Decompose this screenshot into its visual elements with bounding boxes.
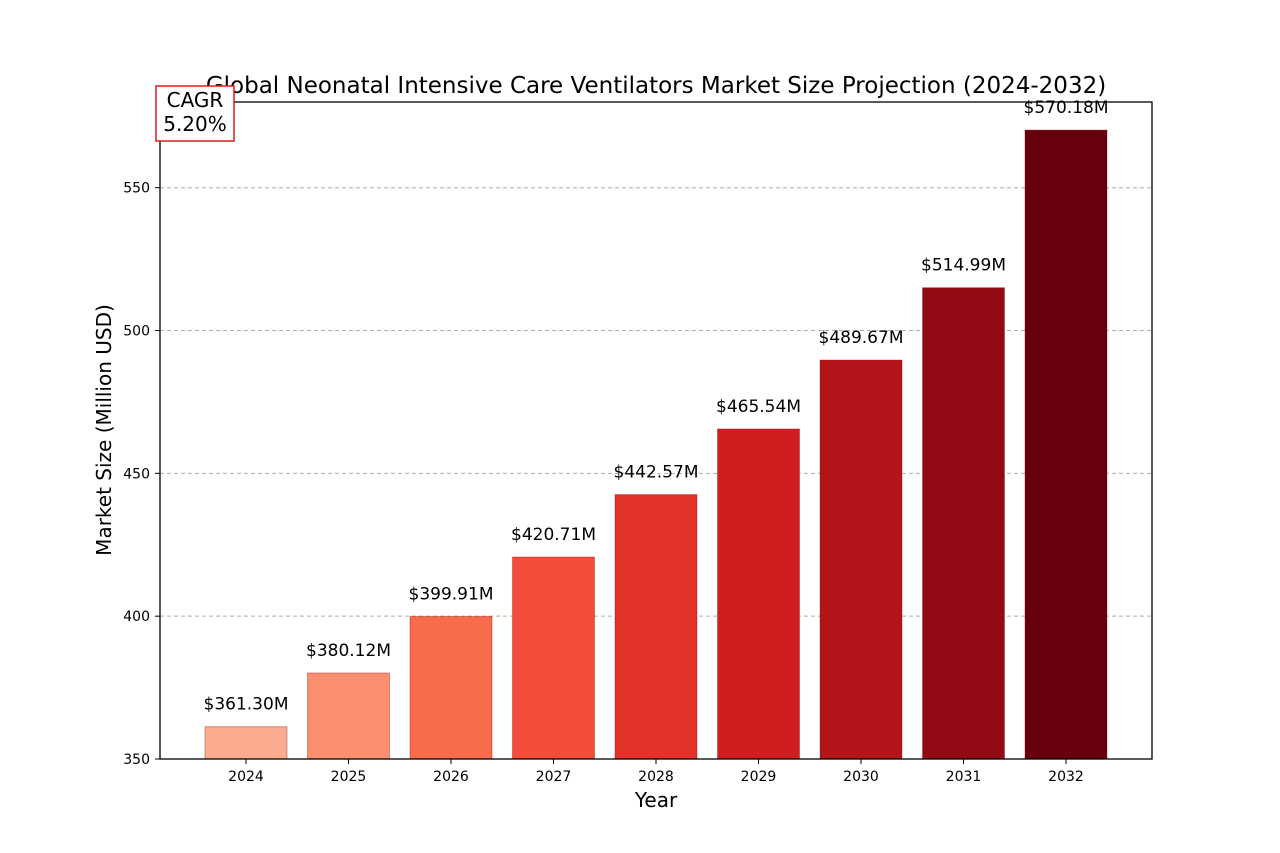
data-label: $489.67M — [819, 328, 904, 348]
data-label: $380.12M — [306, 641, 391, 661]
x-tick-label: 2026 — [433, 769, 469, 785]
x-tick-label: 2030 — [843, 769, 879, 785]
bar-2026 — [409, 615, 493, 760]
data-label: $442.57M — [614, 463, 699, 483]
data-labels: $361.30M $380.12M $399.91M $420.71M $442.57M… — [204, 98, 1109, 715]
bars — [204, 129, 1108, 760]
cagr-annotation: CAGR 5.20% — [155, 85, 235, 142]
chart-title: Global Neonatal Intensive Care Ventilato… — [206, 73, 1106, 99]
x-tick-label: 2027 — [536, 769, 572, 785]
bar-2025 — [307, 672, 390, 760]
cagr-box — [155, 85, 235, 142]
bar-2027 — [512, 556, 595, 760]
y-tick-label: 350 — [123, 752, 150, 768]
bar-2024 — [204, 726, 288, 760]
y-axis-title: Market Size (Million USD) — [92, 304, 116, 556]
x-tick-label: 2029 — [741, 769, 777, 785]
x-tick-label: 2024 — [228, 769, 264, 785]
y-tick-label: 400 — [123, 609, 150, 625]
x-tick-label: 2025 — [331, 769, 367, 785]
y-axis: 350 400 450 500 550 — [123, 181, 160, 768]
bar-2031 — [922, 287, 1005, 760]
data-label: $361.30M — [204, 695, 289, 715]
data-label: $399.91M — [409, 584, 494, 604]
bar-2030 — [819, 359, 903, 760]
cagr-value: 5.20% — [163, 112, 227, 136]
x-axis-title: Year — [634, 788, 678, 812]
y-tick-label: 550 — [123, 181, 150, 197]
data-label: $465.54M — [716, 397, 801, 417]
bar-2028 — [614, 494, 698, 760]
x-tick-label: 2031 — [946, 769, 982, 785]
x-tick-label: 2032 — [1048, 769, 1084, 785]
x-axis: 2024 2025 2026 2027 2028 2029 2030 2031 2032 — [228, 759, 1084, 785]
bar-2032 — [1024, 129, 1108, 760]
y-tick-label: 450 — [123, 466, 150, 482]
cagr-label: CAGR — [167, 88, 224, 112]
data-label: $570.18M — [1024, 98, 1109, 118]
data-label: $420.71M — [511, 525, 596, 545]
data-label: $514.99M — [921, 256, 1006, 276]
x-tick-label: 2028 — [638, 769, 674, 785]
y-tick-label: 500 — [123, 324, 150, 340]
bar-2029 — [717, 428, 800, 760]
